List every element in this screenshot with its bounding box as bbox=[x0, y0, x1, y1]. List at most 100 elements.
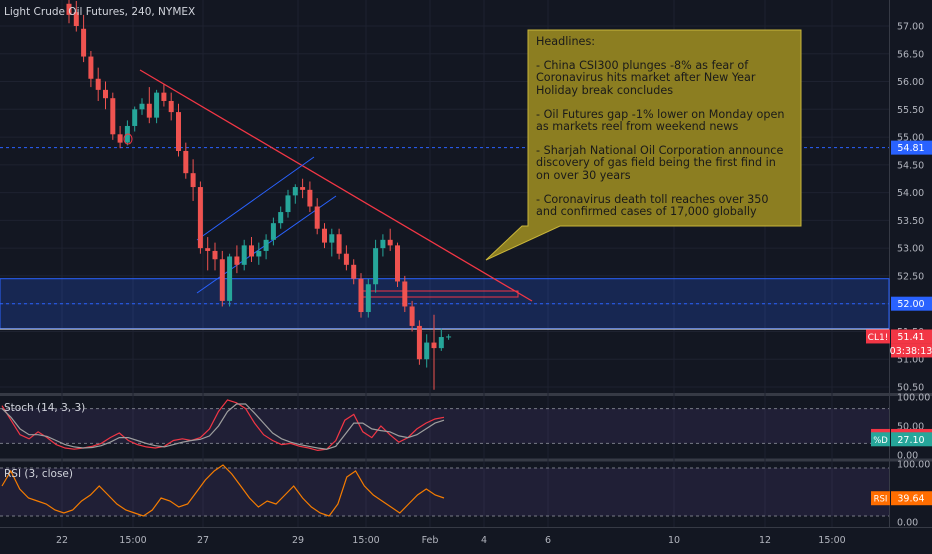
candle-body bbox=[424, 342, 430, 360]
price-label-text: 51.41 bbox=[897, 332, 924, 343]
price-tick-label: 55.00 bbox=[897, 133, 924, 144]
candle-body bbox=[263, 239, 269, 251]
indicator-value-text: 27.10 bbox=[897, 435, 924, 446]
time-tick-label: Feb bbox=[422, 535, 439, 546]
candle-body bbox=[336, 234, 342, 254]
series-line bbox=[1, 464, 445, 517]
series-line bbox=[1, 399, 445, 452]
candle-body bbox=[387, 239, 393, 246]
indicator-name-tag bbox=[871, 432, 890, 447]
candle-body bbox=[322, 228, 327, 243]
candle-marker bbox=[123, 133, 133, 145]
candle-body bbox=[110, 98, 116, 135]
candle-body bbox=[219, 259, 225, 301]
time-tick-label: 6 bbox=[545, 535, 551, 546]
candle-body bbox=[307, 189, 313, 207]
indicator-value-tag bbox=[891, 432, 932, 447]
oscillator-tick-label: 0.00 bbox=[897, 518, 918, 529]
price-tick-label: 54.50 bbox=[897, 160, 924, 171]
axes: 50.5051.0051.5052.0052.5053.0053.5054.00… bbox=[56, 22, 932, 546]
headline-item: - Coronavirus death toll reaches over 35… bbox=[536, 192, 769, 219]
price-label-tag bbox=[891, 329, 932, 344]
candle-body bbox=[154, 92, 160, 118]
time-tick-label: 27 bbox=[197, 535, 209, 546]
countdown-text: 03:38:13 bbox=[890, 346, 932, 357]
price-label-tag bbox=[891, 296, 932, 311]
price-label-text: 54.81 bbox=[897, 143, 924, 154]
candle-body bbox=[431, 342, 437, 349]
candle-body bbox=[132, 109, 138, 126]
candle-body bbox=[402, 281, 408, 307]
candle-body bbox=[409, 306, 415, 326]
candle-body bbox=[190, 173, 196, 188]
candle-body bbox=[249, 245, 254, 257]
candles bbox=[66, 0, 452, 390]
time-tick-label: 15:00 bbox=[818, 535, 845, 546]
oscillators bbox=[0, 399, 889, 517]
price-tick-label: 55.50 bbox=[897, 105, 924, 116]
indicator-name-text: RSI bbox=[874, 495, 888, 505]
candle-body bbox=[88, 56, 94, 79]
oscillator-tick-label: 50.00 bbox=[897, 422, 924, 433]
price-tick-label: 56.50 bbox=[897, 49, 924, 60]
candle-body bbox=[66, 3, 72, 15]
indicator-value-tag bbox=[891, 491, 932, 506]
time-tick-label: 12 bbox=[759, 535, 771, 546]
time-tick-label: 4 bbox=[481, 535, 487, 546]
oscillator-band bbox=[0, 468, 889, 516]
candle-body bbox=[380, 239, 386, 249]
symbol-tag bbox=[866, 329, 890, 344]
price-tick-label: 50.50 bbox=[897, 383, 924, 394]
candle-body bbox=[168, 100, 174, 113]
price-tick-label: 53.00 bbox=[897, 244, 924, 255]
oscillator-band bbox=[0, 408, 889, 444]
candle-body bbox=[446, 336, 452, 338]
oscillator-tick-label: 100.00 bbox=[897, 393, 930, 404]
candle-body bbox=[241, 245, 247, 265]
candle-body bbox=[212, 250, 218, 260]
oscillator-tick-label: 100.00 bbox=[897, 460, 930, 471]
callout-balloon bbox=[485, 29, 802, 261]
price-label-text: 52.00 bbox=[897, 299, 924, 310]
candle-body bbox=[292, 187, 298, 196]
chart-title: Light Crude Oil Futures, 240, NYMEX bbox=[4, 6, 195, 18]
price-tick-label: 56.00 bbox=[897, 77, 924, 88]
candle-body bbox=[161, 92, 167, 101]
candle-body bbox=[300, 187, 306, 190]
price-tick-label: 54.00 bbox=[897, 188, 924, 199]
candle-body bbox=[343, 253, 349, 265]
candle-body bbox=[329, 234, 335, 243]
candle-body bbox=[183, 150, 189, 174]
rsi-title: RSI (3, close) bbox=[4, 468, 73, 480]
price-tick-label: 57.00 bbox=[897, 22, 924, 33]
candle-body bbox=[146, 103, 152, 118]
series-line bbox=[1, 403, 445, 450]
headline-item: - Sharjah National Oil Corporation annou… bbox=[536, 144, 784, 182]
candle-body bbox=[81, 28, 87, 57]
candle-body bbox=[197, 187, 203, 249]
time-tick-label: 10 bbox=[668, 535, 680, 546]
indicator-name-text: %D bbox=[873, 436, 888, 446]
candle-body bbox=[205, 248, 211, 251]
price-label-tag bbox=[891, 140, 932, 155]
candle-body bbox=[103, 89, 108, 99]
candle-body bbox=[395, 245, 400, 282]
candle-body bbox=[358, 278, 364, 313]
indicator-name-tag bbox=[871, 491, 890, 506]
candle-body bbox=[73, 12, 79, 26]
countdown-tag bbox=[891, 343, 932, 358]
price-tick-label: 51.00 bbox=[897, 355, 924, 366]
candle-body bbox=[176, 112, 181, 151]
candle-body bbox=[256, 250, 262, 257]
candle-body bbox=[314, 206, 320, 229]
candle-body bbox=[373, 248, 379, 285]
time-tick-label: 29 bbox=[292, 535, 304, 546]
time-tick-label: 22 bbox=[56, 535, 68, 546]
price-tick-label: 52.50 bbox=[897, 271, 924, 282]
candle-body bbox=[365, 284, 371, 313]
drawings[interactable] bbox=[0, 29, 890, 330]
headlines-heading: Headlines: bbox=[536, 35, 596, 48]
candle-body bbox=[285, 195, 291, 213]
candle-body bbox=[270, 223, 276, 240]
